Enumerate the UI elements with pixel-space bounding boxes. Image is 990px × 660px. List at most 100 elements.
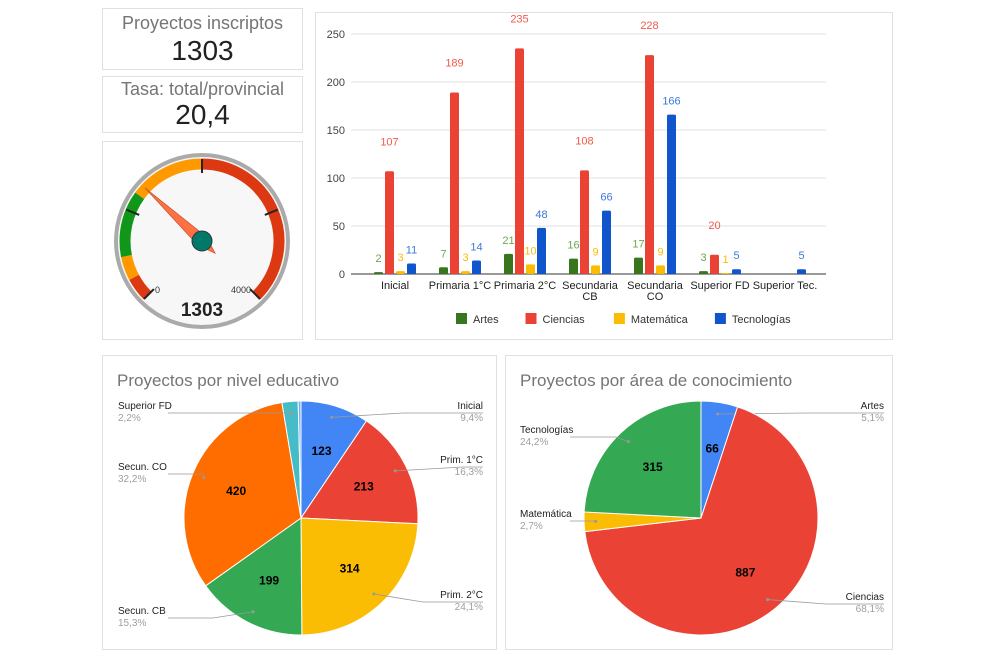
leader-dot <box>626 440 630 444</box>
bar-chart-card: 0 50 100 150 200 250 Inicial 2 107 3 11 Primaria 1°… <box>315 12 893 340</box>
bar-ciencias <box>645 55 654 275</box>
slice-pct: 68,1% <box>856 604 884 615</box>
bar-ciencias <box>580 170 589 274</box>
pie-slice[interactable] <box>204 517 303 636</box>
bar-ciencias <box>450 92 459 274</box>
gauge-tick <box>143 288 155 300</box>
data-label: 9 <box>592 246 598 258</box>
leader-line <box>570 436 629 443</box>
slice-pct: 24,1% <box>455 602 483 613</box>
kpi-value: 20,4 <box>175 99 230 130</box>
data-label: 1 <box>722 254 728 266</box>
y-tick-label: 150 <box>327 125 345 137</box>
pie-slice[interactable] <box>583 400 702 519</box>
pie-slice[interactable] <box>584 406 819 636</box>
gauge-tick <box>264 208 279 216</box>
slice-label: Prim. 2°C <box>440 590 483 601</box>
chart-title: Proyectos por área de conocimiento <box>520 371 792 390</box>
data-label: 107 <box>380 136 398 148</box>
bar-matemática <box>591 265 600 274</box>
gauge-band <box>121 254 140 280</box>
bar-matemática <box>721 273 730 274</box>
data-label: 14 <box>470 242 482 254</box>
gauge-max-label: 4000 <box>231 285 251 295</box>
kpi-value: 1303 <box>171 35 234 66</box>
y-tick-label: 0 <box>339 269 345 281</box>
bar-matemática <box>396 271 405 274</box>
pie-slice[interactable] <box>300 517 419 636</box>
slice-value: 314 <box>340 562 360 576</box>
pie-chart-area: Proyectos por área de conocimiento 66 Arte… <box>520 371 884 636</box>
slice-label: Secun. CB <box>118 606 166 617</box>
gauge-value: 1303 <box>181 300 223 321</box>
pie-slice[interactable] <box>300 420 419 525</box>
bar-tecnologías <box>537 227 546 274</box>
slice-pct: 16,3% <box>455 467 483 478</box>
data-label: 7 <box>440 248 446 260</box>
data-label: 3 <box>397 252 403 264</box>
slice-pct: 15,3% <box>118 618 146 629</box>
y-tick-label: 250 <box>327 29 345 41</box>
legend-label: Artes <box>473 314 499 326</box>
bar-matemática <box>656 265 665 274</box>
slice-pct: 2,2% <box>118 413 141 424</box>
x-tick-label: Inicial <box>381 280 409 292</box>
chart-title: Proyectos por nivel educativo <box>117 371 339 390</box>
slice-label: Superior FD <box>118 401 172 412</box>
data-label: 11 <box>406 244 417 256</box>
data-label: 17 <box>632 239 644 251</box>
bar-matemática <box>461 271 470 274</box>
x-tick-label: Primaria 2°C <box>494 280 557 292</box>
slice-pct: 5,1% <box>861 413 884 424</box>
slice-pct: 24,2% <box>520 437 548 448</box>
bar-artes <box>504 253 513 274</box>
pie-card-area: Proyectos por área de conocimiento 66 Arte… <box>505 355 893 650</box>
data-label: 66 <box>600 192 612 204</box>
legend-label: Matemática <box>631 314 689 326</box>
slice-pct: 9,4% <box>460 413 483 424</box>
legend-label: Tecnologías <box>732 314 791 326</box>
gauge-band <box>135 158 203 200</box>
bar-ciencias <box>710 254 719 274</box>
slice-label: Inicial <box>457 401 483 412</box>
bar-artes <box>699 271 708 274</box>
bar-artes <box>439 267 448 274</box>
kpi-card-rate: Tasa: total/provincial 20,4 <box>102 76 303 133</box>
bar-matemática <box>526 264 535 274</box>
data-label: 235 <box>510 13 528 25</box>
pie-slice[interactable] <box>183 401 302 587</box>
leader-line <box>168 473 205 478</box>
gauge-band <box>119 192 145 258</box>
data-label: 108 <box>575 135 593 147</box>
slice-value: 123 <box>311 444 331 458</box>
data-label: 16 <box>567 240 579 252</box>
slice-label: Ciencias <box>846 592 884 603</box>
slice-value: 213 <box>354 480 374 494</box>
slice-value: 315 <box>643 460 663 474</box>
data-label: 3 <box>700 252 706 264</box>
leader-dot <box>766 598 770 602</box>
data-label: 5 <box>798 250 804 262</box>
slice-value: 887 <box>735 565 755 579</box>
gauge-tick <box>249 288 261 300</box>
data-label: 21 <box>502 235 514 247</box>
legend-label: Ciencias <box>543 314 586 326</box>
bar-tecnologías <box>667 114 676 274</box>
pie-slice[interactable] <box>297 400 302 519</box>
data-label: 48 <box>535 209 547 221</box>
legend-swatch <box>714 313 726 324</box>
slice-pct: 2,7% <box>520 521 543 532</box>
legend-swatch <box>613 313 625 324</box>
x-tick-label: Primaria 1°C <box>429 280 492 292</box>
data-label: 166 <box>662 96 680 108</box>
bar-ciencias <box>385 171 394 274</box>
data-label: 3 <box>462 252 468 264</box>
bar-artes <box>569 258 578 274</box>
slice-value: 66 <box>705 442 719 456</box>
slice-label: Matemática <box>520 509 572 520</box>
leader-line <box>331 412 483 418</box>
slice-label: Secun. CO <box>118 462 167 473</box>
x-tick-label: CO <box>647 291 664 303</box>
y-tick-label: 100 <box>327 173 345 185</box>
